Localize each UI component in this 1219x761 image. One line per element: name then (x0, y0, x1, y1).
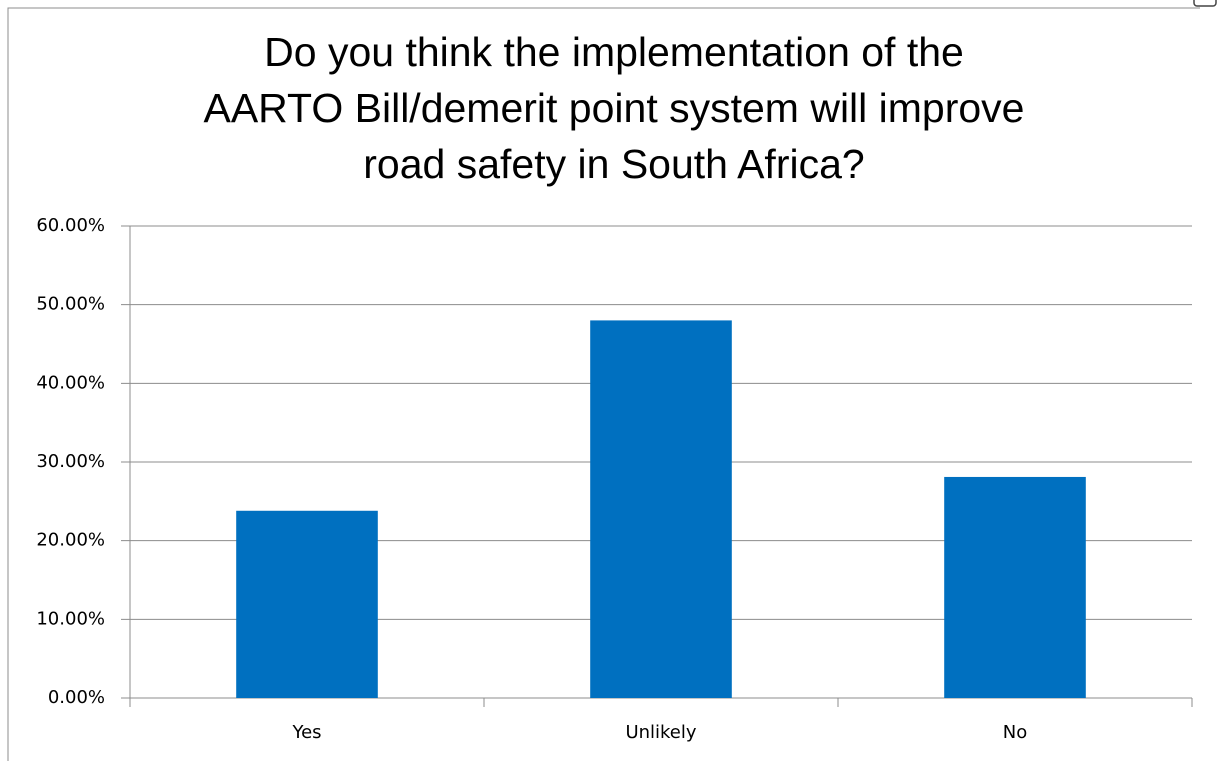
y-tick-label: 10.00% (36, 608, 105, 629)
y-tick-label: 50.00% (36, 294, 105, 315)
y-tick-label: 0.00% (48, 687, 105, 708)
chart-border (7, 7, 1200, 761)
chart-title: Do you think the implementation of the A… (203, 29, 1025, 187)
bar (944, 476, 1086, 698)
x-tick-label: No (1003, 722, 1027, 743)
bar (236, 510, 378, 698)
x-tick-label: Yes (291, 722, 321, 743)
y-tick-label: 30.00% (36, 451, 105, 472)
corner-handle (1193, 0, 1217, 7)
bar (590, 320, 732, 698)
y-tick-label: 60.00% (36, 215, 105, 236)
y-tick-label: 20.00% (36, 530, 105, 551)
x-tick-label: Unlikely (625, 722, 696, 743)
y-tick-label: 40.00% (36, 372, 105, 393)
